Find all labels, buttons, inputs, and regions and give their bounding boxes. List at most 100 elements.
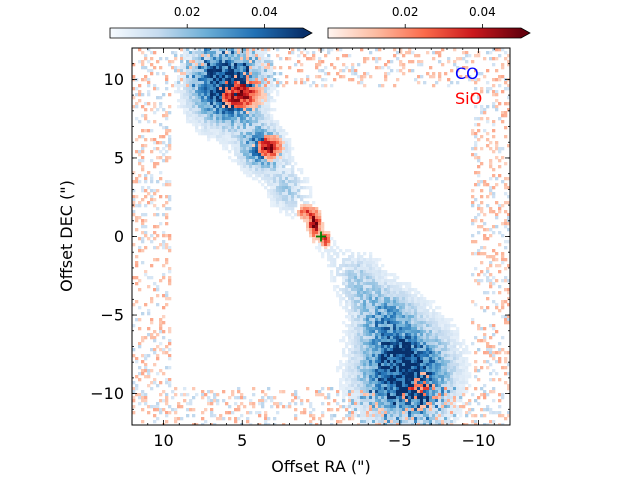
heatmap-cell xyxy=(408,405,412,409)
heatmap-cell xyxy=(354,396,358,400)
heatmap-cell xyxy=(168,234,172,238)
heatmap-cell xyxy=(426,357,430,361)
heatmap-cell xyxy=(474,303,478,307)
heatmap-cell xyxy=(231,132,235,136)
heatmap-cell xyxy=(255,126,259,130)
heatmap-cell xyxy=(492,135,496,139)
heatmap-cell xyxy=(474,423,478,425)
heatmap-cell xyxy=(474,132,478,136)
heatmap-cell xyxy=(447,396,451,400)
heatmap-cell xyxy=(483,246,487,250)
heatmap-cell xyxy=(447,330,451,334)
heatmap-cell xyxy=(207,60,211,64)
heatmap-cell xyxy=(168,207,172,211)
heatmap-cell xyxy=(381,402,385,406)
heatmap-cell xyxy=(207,123,211,127)
heatmap-cell xyxy=(393,306,397,310)
heatmap-cell xyxy=(270,96,274,100)
heatmap-cell xyxy=(399,399,403,403)
heatmap-cell xyxy=(402,405,406,409)
heatmap-cell xyxy=(180,60,184,64)
heatmap-cell xyxy=(411,414,415,418)
heatmap-cell xyxy=(372,345,376,349)
heatmap-cell xyxy=(246,168,250,172)
heatmap-cell xyxy=(498,207,502,211)
heatmap-cell xyxy=(252,105,256,109)
heatmap-cell xyxy=(264,66,268,70)
heatmap-cell xyxy=(159,393,163,397)
heatmap-cell xyxy=(444,363,448,367)
heatmap-cell xyxy=(486,408,490,412)
heatmap-cell xyxy=(240,105,244,109)
heatmap-cell xyxy=(369,342,373,346)
heatmap-cell xyxy=(435,417,439,421)
heatmap-cell xyxy=(396,306,400,310)
heatmap-cell xyxy=(363,411,367,415)
heatmap xyxy=(132,48,510,425)
heatmap-cell xyxy=(252,165,256,169)
heatmap-cell xyxy=(486,117,490,121)
heatmap-cell xyxy=(426,354,430,358)
heatmap-cell xyxy=(177,69,181,73)
heatmap-cell xyxy=(444,384,448,388)
heatmap-cell xyxy=(402,309,406,313)
heatmap-cell xyxy=(378,381,382,385)
heatmap-cell xyxy=(273,150,277,154)
heatmap-cell xyxy=(468,54,472,58)
heatmap-cell xyxy=(168,339,172,343)
heatmap-cell xyxy=(243,111,247,115)
heatmap-cell xyxy=(405,396,409,400)
heatmap-cell xyxy=(447,357,451,361)
heatmap-cell xyxy=(366,345,370,349)
heatmap-cell xyxy=(474,219,478,223)
heatmap-cell xyxy=(285,150,289,154)
heatmap-cell xyxy=(480,408,484,412)
heatmap-cell xyxy=(375,273,379,277)
heatmap-cell xyxy=(435,369,439,373)
heatmap-cell xyxy=(435,387,439,391)
heatmap-cell xyxy=(378,48,382,52)
heatmap-cell xyxy=(147,369,151,373)
heatmap-cell xyxy=(441,396,445,400)
heatmap-cell xyxy=(318,393,322,397)
heatmap-cell xyxy=(309,192,313,196)
heatmap-cell xyxy=(348,330,352,334)
heatmap-cell xyxy=(399,294,403,298)
heatmap-cell xyxy=(267,78,271,82)
heatmap-cell xyxy=(429,333,433,337)
heatmap-cell xyxy=(225,126,229,130)
heatmap-cell xyxy=(435,366,439,370)
heatmap-cell xyxy=(294,198,298,202)
heatmap-cell xyxy=(501,222,505,226)
heatmap-cell xyxy=(168,144,172,148)
heatmap-cell xyxy=(411,315,415,319)
heatmap-cell xyxy=(255,63,259,67)
heatmap-cell xyxy=(498,357,502,361)
heatmap-cell xyxy=(318,210,322,214)
heatmap-cell xyxy=(369,393,373,397)
heatmap-cell xyxy=(369,297,373,301)
heatmap-cell xyxy=(381,348,385,352)
heatmap-cell xyxy=(141,240,145,244)
heatmap-cell xyxy=(228,81,232,85)
heatmap-cell xyxy=(360,324,364,328)
heatmap-cell xyxy=(294,414,298,418)
heatmap-cell xyxy=(423,396,427,400)
heatmap-cell xyxy=(369,300,373,304)
heatmap-cell xyxy=(264,411,268,415)
heatmap-cell xyxy=(432,351,436,355)
heatmap-cell xyxy=(213,423,217,425)
heatmap-cell xyxy=(183,81,187,85)
heatmap-cell xyxy=(462,423,466,425)
heatmap-cell xyxy=(375,318,379,322)
heatmap-cell xyxy=(441,321,445,325)
heatmap-cell xyxy=(198,57,202,61)
heatmap-cell xyxy=(183,51,187,55)
heatmap-cell xyxy=(213,126,217,130)
heatmap-cell xyxy=(252,144,256,148)
heatmap-cell xyxy=(336,390,340,394)
heatmap-cell xyxy=(423,405,427,409)
heatmap-cell xyxy=(264,417,268,421)
heatmap-cell xyxy=(492,276,496,280)
heatmap-cell xyxy=(219,108,223,112)
